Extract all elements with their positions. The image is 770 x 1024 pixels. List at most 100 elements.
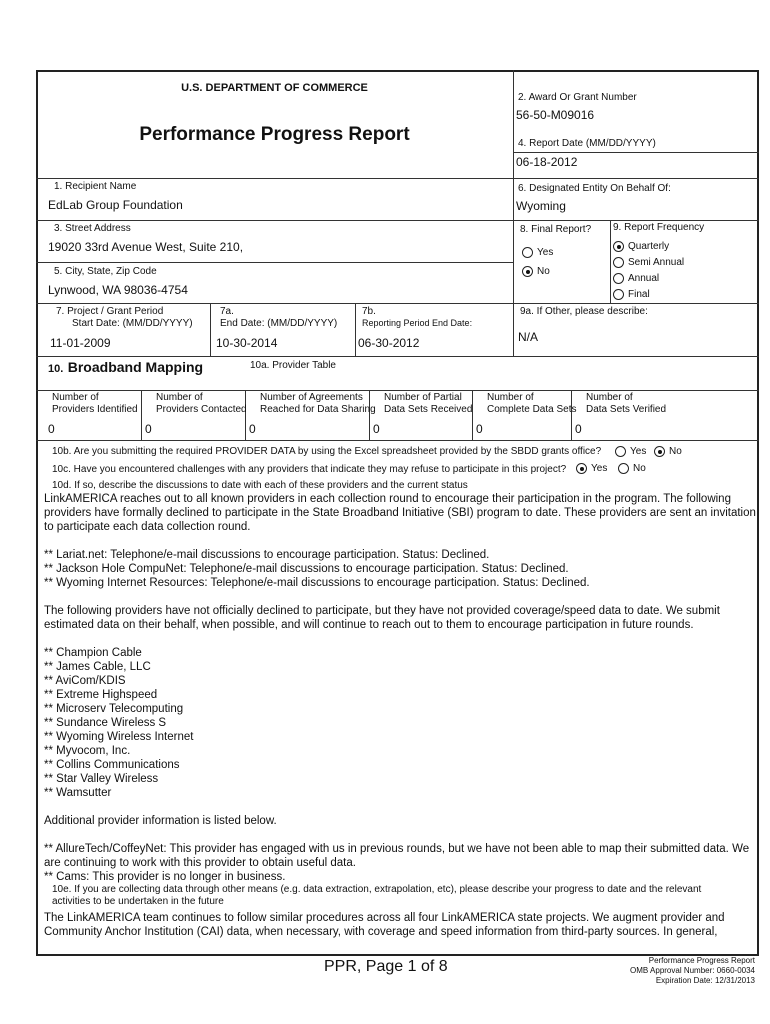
freq-annual-radio[interactable]: Annual: [613, 273, 659, 284]
table-header: Number of Partial Data Sets Received: [384, 392, 473, 415]
section-10-heading: 10. Broadband Mapping: [48, 359, 204, 375]
award-label: 2. Award Or Grant Number: [518, 92, 637, 103]
radio-icon: [613, 289, 624, 300]
list-item: ** AviCom/KDIS: [44, 675, 126, 687]
department-heading: U.S. DEPARTMENT OF COMMERCE: [181, 82, 368, 94]
final-yes-radio[interactable]: Yes: [522, 247, 553, 258]
entity-field[interactable]: Wyoming: [516, 199, 566, 213]
list-item: ** Cams: This provider is no longer in b…: [44, 871, 286, 883]
pending-list: ** Champion Cable ** James Cable, LLC ** A…: [44, 646, 756, 800]
divider: [355, 303, 356, 356]
end-label-sub: End Date: (MM/DD/YYYY): [220, 318, 338, 329]
additional-list: ** AllureTech/CoffeyNet: This provider h…: [44, 842, 756, 884]
table-header: Number of Agreements Reached for Data Sha…: [260, 392, 376, 415]
list-item: ** Microserv Telecomputing: [44, 703, 184, 715]
table-cell-input[interactable]: 0: [373, 422, 380, 436]
divider: [36, 178, 759, 179]
list-item: ** Wyoming Internet Resources: Telephone…: [44, 577, 590, 589]
radio-checked-icon: [613, 241, 624, 252]
radio-icon: [615, 446, 626, 457]
recipient-label: 1. Recipient Name: [54, 181, 137, 192]
table-header: Number of Providers Identified: [52, 392, 138, 415]
divider: [36, 303, 759, 304]
form-border: [36, 70, 759, 956]
table-header: Number of Complete Data Sets: [487, 392, 577, 415]
divider: [245, 390, 246, 440]
start-date-field[interactable]: 11-01-2009: [50, 336, 111, 350]
omb-info: Performance Progress Report OMB Approval…: [630, 956, 755, 985]
award-field[interactable]: 56-50-M09016: [516, 108, 595, 122]
reporting-date-field[interactable]: 06-30-2012: [358, 336, 420, 350]
page-number: PPR, Page 1 of 8: [324, 958, 448, 975]
response-10e[interactable]: The LinkAMERICA team continues to follow…: [44, 912, 725, 938]
table-cell-input[interactable]: 0: [575, 422, 582, 436]
end-date-field[interactable]: 10-30-2014: [216, 336, 278, 350]
q10b-yes-radio[interactable]: Yes: [615, 446, 646, 457]
end-label: 7a.: [220, 306, 234, 317]
other-field[interactable]: N/A: [518, 330, 539, 344]
report-date-field[interactable]: 06-18-2012: [516, 155, 578, 169]
city-field[interactable]: Lynwood, WA 98036-4754: [48, 283, 188, 297]
table-cell-input[interactable]: 0: [48, 422, 55, 436]
list-item: ** Lariat.net: Telephone/e-mail discussi…: [44, 549, 490, 561]
table-header: Number of Data Sets Verified: [586, 392, 667, 415]
divider: [36, 390, 759, 391]
radio-icon: [522, 247, 533, 258]
start-label: 7. Project / Grant Period: [56, 306, 164, 317]
list-item: ** Champion Cable: [44, 647, 142, 659]
provider-table-label: 10a. Provider Table: [250, 360, 336, 371]
question-10b: 10b. Are you submitting the required PRO…: [52, 446, 602, 457]
final-report-label: 8. Final Report?: [520, 224, 592, 235]
radio-checked-icon: [654, 446, 665, 457]
table-cell-input[interactable]: 0: [249, 422, 256, 436]
list-item: ** Wamsutter: [44, 787, 112, 799]
other-label: 9a. If Other, please describe:: [520, 306, 648, 317]
radio-checked-icon: [576, 463, 587, 474]
list-item: ** Collins Communications: [44, 759, 180, 771]
table-cell-input[interactable]: 0: [145, 422, 152, 436]
list-item: ** Star Valley Wireless: [44, 773, 159, 785]
declined-list: ** Lariat.net: Telephone/e-mail discussi…: [44, 548, 756, 590]
divider: [210, 303, 211, 356]
divider: [36, 440, 759, 441]
divider: [472, 390, 473, 440]
divider: [571, 390, 572, 440]
radio-icon: [613, 273, 624, 284]
recipient-field[interactable]: EdLab Group Foundation: [48, 198, 183, 212]
entity-label: 6. Designated Entity On Behalf Of:: [518, 183, 671, 194]
list-item: ** Extreme Highspeed: [44, 689, 158, 701]
reporting-label: 7b.: [362, 306, 376, 317]
question-10d: 10d. If so, describe the discussions to …: [52, 480, 468, 491]
q10b-no-radio[interactable]: No: [654, 446, 682, 457]
final-no-radio[interactable]: No: [522, 266, 550, 277]
street-label: 3. Street Address: [54, 223, 131, 234]
q10c-yes-radio[interactable]: Yes: [576, 463, 607, 474]
freq-semiannual-radio[interactable]: Semi Annual: [613, 257, 684, 268]
divider: [369, 390, 370, 440]
radio-checked-icon: [522, 266, 533, 277]
divider: [513, 152, 759, 153]
divider: [610, 220, 611, 303]
list-item: ** Wyoming Wireless Internet: [44, 731, 194, 743]
question-10e: 10e. If you are collecting data through …: [52, 884, 702, 907]
street-field[interactable]: 19020 33rd Avenue West, Suite 210,: [48, 240, 244, 254]
divider: [36, 356, 759, 357]
list-item: ** Jackson Hole CompuNet: Telephone/e-ma…: [44, 563, 569, 575]
q10c-no-radio[interactable]: No: [618, 463, 646, 474]
radio-icon: [613, 257, 624, 268]
divider: [513, 70, 514, 356]
list-item: ** AllureTech/CoffeyNet: This provider h…: [44, 843, 750, 869]
table-cell-input[interactable]: 0: [476, 422, 483, 436]
freq-final-radio[interactable]: Final: [613, 289, 650, 300]
list-item: ** Sundance Wireless S: [44, 717, 167, 729]
radio-icon: [618, 463, 629, 474]
city-label: 5. City, State, Zip Code: [54, 266, 157, 277]
list-item: ** James Cable, LLC: [44, 661, 151, 673]
list-item: ** Myvocom, Inc.: [44, 745, 131, 757]
freq-quarterly-radio[interactable]: Quarterly: [613, 241, 669, 252]
divider: [36, 220, 759, 221]
divider: [36, 262, 513, 263]
page-title: Performance Progress Report: [139, 124, 410, 145]
response-10d[interactable]: LinkAMERICA reaches out to all known pro…: [44, 493, 756, 884]
reporting-label-sub: Reporting Period End Date:: [362, 318, 473, 328]
